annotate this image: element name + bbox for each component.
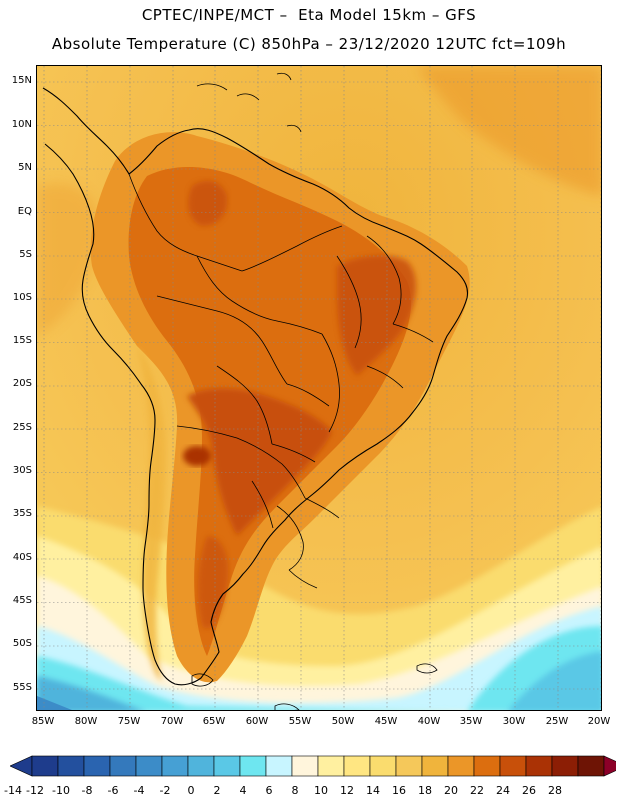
colorbar-swatch	[135, 755, 163, 777]
colorbar-swatch	[499, 755, 527, 777]
colorbar-label: 6	[265, 784, 273, 797]
colorbar-swatch	[421, 755, 449, 777]
lon-label: 30W	[502, 716, 526, 727]
lon-label: 50W	[331, 716, 355, 727]
colorbar-label: -2	[159, 784, 171, 797]
colorbar-label: 0	[187, 784, 195, 797]
colorbar-swatch	[213, 755, 241, 777]
colorbar-swatch	[83, 755, 111, 777]
colorbar-label: 10	[314, 784, 328, 797]
colorbar-label: 14	[366, 784, 380, 797]
colorbar-label: 28	[548, 784, 562, 797]
colorbar-swatch	[57, 755, 85, 777]
colorbar-label: 26	[522, 784, 536, 797]
colorbar-swatch	[395, 755, 423, 777]
lat-label: 10N	[11, 119, 32, 130]
lat-label: 35S	[12, 508, 32, 519]
lat-label: 30S	[12, 465, 32, 476]
map-subtitle: Absolute Temperature (C) 850hPa – 23/12/…	[51, 35, 567, 53]
colorbar-swatch	[369, 755, 397, 777]
colorbar-swatch	[31, 755, 59, 777]
colorbar-label: 8	[291, 784, 299, 797]
colorbar-label: -6	[107, 784, 119, 797]
lon-label: 75W	[117, 716, 141, 727]
colorbar-label: 4	[239, 784, 247, 797]
colorbar-label: -14	[4, 784, 22, 797]
colorbar-swatch	[187, 755, 215, 777]
temperature-map	[36, 65, 602, 711]
colorbar-swatch	[447, 755, 475, 777]
colorbar-arrow-max	[603, 755, 616, 777]
colorbar-label: -8	[81, 784, 93, 797]
lat-label: 55S	[12, 682, 32, 693]
colorbar-swatch	[161, 755, 189, 777]
lat-label: 15S	[12, 335, 32, 346]
colorbar-swatch	[525, 755, 553, 777]
lon-label: 85W	[31, 716, 55, 727]
colorbar-label: 16	[392, 784, 406, 797]
country-borders	[128, 173, 434, 589]
lat-label: 25S	[12, 422, 32, 433]
hot-spot-argentina	[183, 446, 211, 466]
lat-label: 15N	[11, 75, 32, 86]
lat-label: 5N	[18, 162, 32, 173]
lon-label: 70W	[160, 716, 184, 727]
lon-label: 65W	[202, 716, 226, 727]
colorbar-swatch	[317, 755, 345, 777]
lon-label: 35W	[459, 716, 483, 727]
band-minus-2	[37, 676, 142, 710]
lon-label: 20W	[587, 716, 611, 727]
band-minus-4	[37, 696, 72, 710]
lon-label: 40W	[417, 716, 441, 727]
andes-cool-strip	[137, 346, 166, 681]
colorbar-swatch	[265, 755, 293, 777]
colorbar-arrow-min	[10, 755, 33, 777]
lat-label: 20S	[12, 378, 32, 389]
colorbar	[10, 755, 616, 777]
colorbar-swatch	[109, 755, 137, 777]
colorbar-label: -10	[52, 784, 70, 797]
colorbar-swatch	[291, 755, 319, 777]
lat-label: 40S	[12, 552, 32, 563]
coastline-south-america	[42, 87, 469, 686]
lat-label: 10S	[12, 292, 32, 303]
colorbar-swatch	[239, 755, 267, 777]
lon-label: 80W	[74, 716, 98, 727]
colorbar-label: 22	[470, 784, 484, 797]
band-0-east	[508, 651, 601, 710]
lon-label: 55W	[288, 716, 312, 727]
lat-label: EQ	[17, 206, 32, 217]
colorbar-label: 18	[418, 784, 432, 797]
colorbar-label: -12	[26, 784, 44, 797]
hot-core-chaco	[187, 388, 332, 536]
map-title: CPTEC/INPE/MCT – Eta Model 15km – GFS	[141, 6, 477, 24]
lat-label: 45S	[12, 595, 32, 606]
colorbar-label: 20	[444, 784, 458, 797]
hot-core-northeast-brazil	[337, 255, 417, 376]
colorbar-swatch	[551, 755, 579, 777]
hot-core-venezuela	[188, 180, 228, 226]
warm-band-northeast	[417, 66, 601, 196]
islands	[191, 72, 438, 710]
lon-label: 25W	[545, 716, 569, 727]
colorbar-label: 12	[340, 784, 354, 797]
band-4	[37, 606, 601, 710]
colorbar-swatch	[577, 755, 605, 777]
lon-label: 45W	[374, 716, 398, 727]
lon-label: 60W	[245, 716, 269, 727]
colorbar-swatch	[473, 755, 501, 777]
warm-band-pacific	[37, 183, 99, 336]
colorbar-label: 24	[496, 784, 510, 797]
colorbar-label: -4	[133, 784, 145, 797]
lat-label: 5S	[19, 249, 32, 260]
colorbar-label: 2	[213, 784, 221, 797]
colorbar-swatch	[343, 755, 371, 777]
lat-label: 50S	[12, 638, 32, 649]
